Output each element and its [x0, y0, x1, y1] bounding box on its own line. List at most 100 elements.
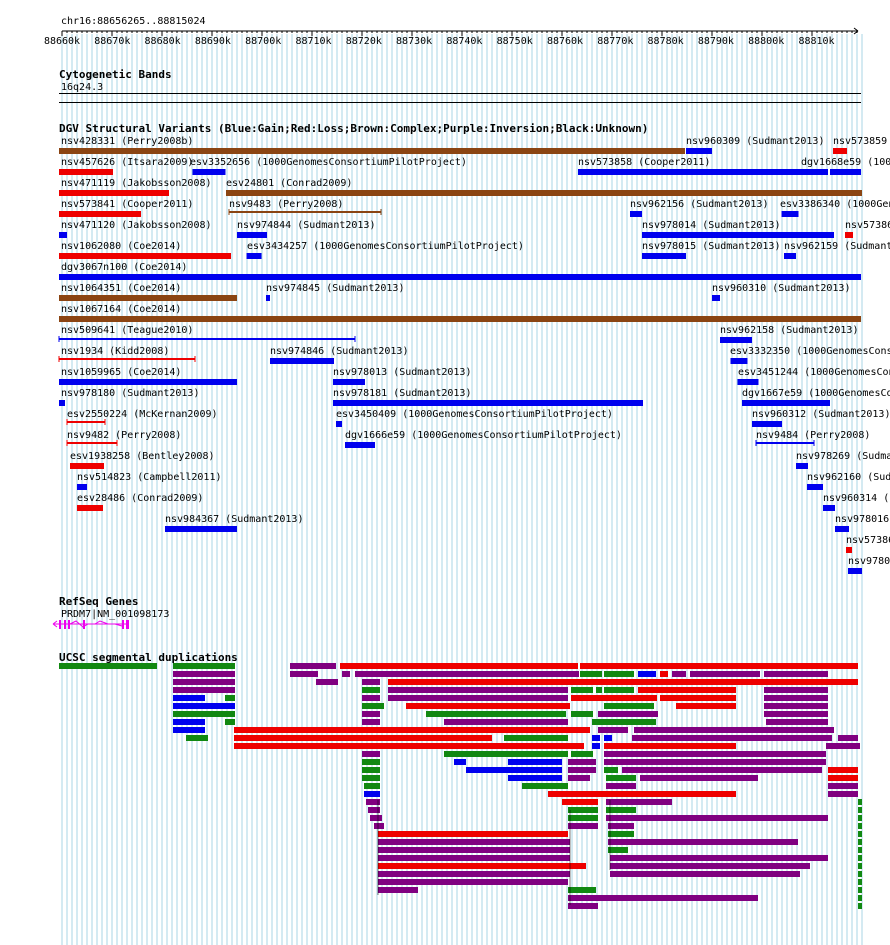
- dgv-feature-bar[interactable]: [333, 400, 643, 406]
- segdup-block[interactable]: [368, 807, 380, 813]
- segdup-block[interactable]: [826, 743, 860, 749]
- dgv-feature-bar[interactable]: [59, 190, 169, 196]
- dgv-feature[interactable]: nsv514823 (Campbell2011): [77, 472, 222, 490]
- dgv-feature[interactable]: esv24801 (Conrad2009): [226, 178, 862, 196]
- dgv-feature-bar[interactable]: [193, 169, 225, 175]
- dgv-feature-bar[interactable]: [59, 358, 195, 360]
- dgv-feature-bar[interactable]: [807, 484, 823, 490]
- segdup-block[interactable]: [638, 687, 736, 693]
- segdup-block[interactable]: [378, 847, 570, 853]
- dgv-feature[interactable]: nsv57386: [845, 220, 890, 238]
- dgv-feature-bar[interactable]: [67, 421, 105, 423]
- segdup-block[interactable]: [598, 711, 658, 717]
- segdup-block[interactable]: [634, 727, 834, 733]
- dgv-feature[interactable]: nsv978269 (Sudma: [796, 451, 890, 469]
- segdup-block[interactable]: [173, 671, 235, 677]
- dgv-feature[interactable]: nsv428331 (Perry2008b): [59, 136, 685, 154]
- segdup-block[interactable]: [606, 807, 636, 813]
- segdup-block[interactable]: [580, 671, 602, 677]
- dgv-feature[interactable]: nsv9484 (Perry2008): [755, 430, 870, 446]
- segdup-block[interactable]: [764, 703, 828, 709]
- segdup-block[interactable]: [858, 823, 862, 829]
- segdup-block[interactable]: [378, 831, 568, 837]
- dgv-feature-bar[interactable]: [336, 421, 342, 427]
- dgv-feature[interactable]: dgv1668e59 (100: [801, 157, 890, 175]
- dgv-feature[interactable]: nsv974844 (Sudmant2013): [237, 220, 375, 238]
- dgv-feature[interactable]: nsv573841 (Cooper2011): [59, 199, 193, 217]
- segdup-block[interactable]: [364, 783, 380, 789]
- dgv-feature-bar[interactable]: [59, 148, 685, 154]
- segdup-block[interactable]: [632, 735, 832, 741]
- dgv-feature-bar[interactable]: [59, 338, 355, 340]
- segdup-block[interactable]: [225, 695, 235, 701]
- ruler[interactable]: chr16:88656265..88815024 88660k 88670k 886…: [44, 16, 859, 47]
- segdup-block[interactable]: [858, 895, 862, 901]
- segdup-block[interactable]: [406, 703, 570, 709]
- dgv-feature[interactable]: dgv3067n100 (Coe2014): [59, 262, 861, 280]
- segdup-block[interactable]: [454, 759, 466, 765]
- segdup-block[interactable]: [604, 703, 654, 709]
- dgv-feature[interactable]: nsv984367 (Sudmant2013): [165, 514, 303, 532]
- segdup-block[interactable]: [568, 775, 590, 781]
- segdup-block[interactable]: [234, 727, 590, 733]
- segdup-block[interactable]: [362, 695, 380, 701]
- dgv-feature[interactable]: nsv1934 (Kidd2008): [58, 346, 196, 362]
- segdup-block[interactable]: [378, 855, 570, 861]
- dgv-feature-bar[interactable]: [77, 484, 87, 490]
- segdup-block[interactable]: [676, 703, 736, 709]
- segdup-block[interactable]: [580, 663, 858, 669]
- segdup-block[interactable]: [858, 855, 862, 861]
- segdup-block[interactable]: [225, 719, 235, 725]
- segdup-block[interactable]: [362, 759, 380, 765]
- dgv-feature-bar[interactable]: [59, 169, 113, 175]
- segdup-block[interactable]: [858, 903, 862, 909]
- dgv-feature[interactable]: esv3451244 (1000GenomesCon: [737, 367, 890, 385]
- segdup-block[interactable]: [764, 711, 828, 717]
- dgv-feature[interactable]: nsv1064351 (Coe2014): [59, 283, 237, 301]
- segdup-block[interactable]: [828, 783, 858, 789]
- segdup-block[interactable]: [838, 735, 858, 741]
- segdup-block[interactable]: [858, 815, 862, 821]
- segdup-block[interactable]: [388, 695, 568, 701]
- dgv-feature-bar[interactable]: [823, 505, 835, 511]
- segdup-block[interactable]: [508, 759, 562, 765]
- segdup-block[interactable]: [466, 767, 562, 773]
- segdup-block[interactable]: [828, 767, 858, 773]
- segdup-block[interactable]: [378, 863, 586, 869]
- dgv-feature-bar[interactable]: [642, 253, 686, 259]
- dgv-feature-bar[interactable]: [752, 421, 782, 427]
- dgv-feature-bar[interactable]: [67, 442, 117, 444]
- segdup-block[interactable]: [660, 695, 736, 701]
- segdup-block[interactable]: [362, 775, 380, 781]
- dgv-feature-bar[interactable]: [845, 232, 853, 238]
- segdup-block[interactable]: [858, 847, 862, 853]
- dgv-feature-bar[interactable]: [237, 232, 267, 238]
- dgv-feature[interactable]: nsv978013 (Sudmant2013): [333, 367, 471, 385]
- dgv-feature[interactable]: nsv978015 (Sudmant2013): [642, 241, 780, 259]
- segdup-block[interactable]: [571, 695, 657, 701]
- dgv-feature[interactable]: esv1938258 (Bentley2008): [70, 451, 215, 469]
- segdup-block[interactable]: [568, 895, 758, 901]
- segdup-block[interactable]: [858, 799, 862, 805]
- segdup-block[interactable]: [173, 663, 235, 669]
- dgv-feature-bar[interactable]: [59, 316, 861, 322]
- dgv-feature-bar[interactable]: [756, 442, 814, 444]
- dgv-feature[interactable]: esv3352656 (1000GenomesConsortiumPilotPr…: [190, 157, 467, 175]
- segdup-block[interactable]: [592, 735, 600, 741]
- dgv-feature-bar[interactable]: [630, 211, 642, 217]
- segdup-block[interactable]: [504, 735, 568, 741]
- segdup-block[interactable]: [608, 847, 628, 853]
- dgv-feature[interactable]: nsv962156 (Sudmant2013): [630, 199, 768, 217]
- dgv-feature-bar[interactable]: [731, 358, 747, 364]
- dgv-feature-bar[interactable]: [835, 526, 849, 532]
- dgv-feature-bar[interactable]: [742, 400, 830, 406]
- segdup-block[interactable]: [340, 663, 578, 669]
- segdup-block[interactable]: [640, 775, 758, 781]
- dgv-feature[interactable]: nsv9483 (Perry2008): [228, 199, 382, 215]
- segdup-block[interactable]: [608, 839, 798, 845]
- segdup-block[interactable]: [606, 799, 672, 805]
- segdup-block[interactable]: [362, 703, 384, 709]
- segdup-block[interactable]: [234, 743, 584, 749]
- dgv-feature-bar[interactable]: [796, 463, 808, 469]
- dgv-feature-bar[interactable]: [846, 547, 852, 553]
